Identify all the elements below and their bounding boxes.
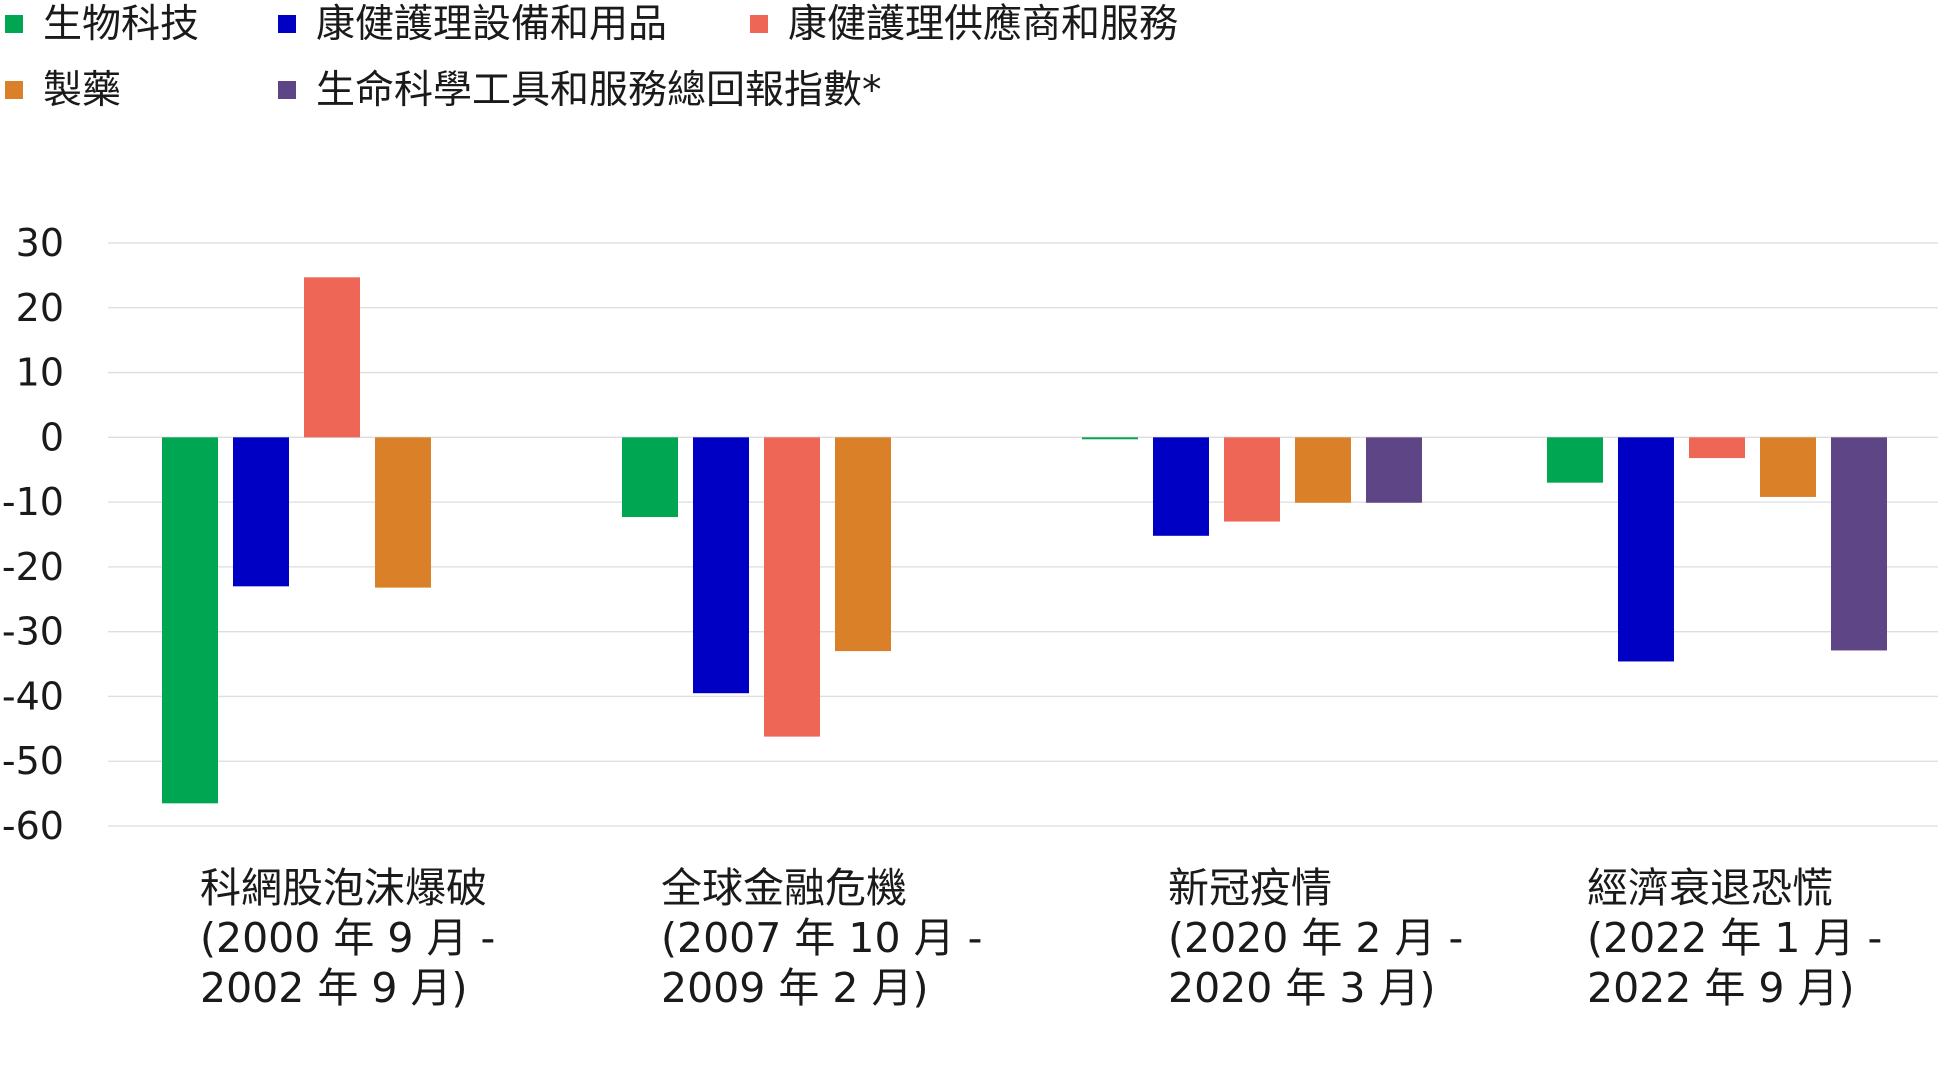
y-tick-label: 30 xyxy=(16,221,64,265)
y-tick-label: -60 xyxy=(2,804,64,848)
bar xyxy=(375,437,431,588)
bar xyxy=(1547,437,1603,483)
category-label-line: 2020 年 3 月) xyxy=(1168,964,1436,1012)
y-tick-label: -40 xyxy=(2,674,64,718)
legend-item: 生命科學工具和服務總回報指數* xyxy=(278,68,882,113)
bars xyxy=(162,277,1887,804)
y-tick-label: 10 xyxy=(16,351,64,395)
category-label-line: 經濟衰退恐慌 xyxy=(1587,864,1833,912)
y-tick-label: -20 xyxy=(2,545,64,589)
legend-swatch xyxy=(278,81,296,99)
legend-swatch xyxy=(278,15,296,33)
y-tick-label: -30 xyxy=(2,610,64,654)
bar xyxy=(1224,437,1280,522)
bar xyxy=(1831,437,1887,651)
legend-label: 生命科學工具和服務總回報指數* xyxy=(316,68,882,113)
legend-swatch xyxy=(750,15,768,33)
category-label-line: 2009 年 2 月) xyxy=(661,964,929,1012)
legend-item: 製藥 xyxy=(5,68,121,113)
bar xyxy=(1689,437,1745,459)
bar xyxy=(693,437,749,694)
y-tick-label: 20 xyxy=(16,286,64,330)
bar xyxy=(162,437,218,804)
category-label: 全球金融危機(2007 年 10 月 -2009 年 2 月) xyxy=(661,864,982,1012)
bar xyxy=(1760,437,1816,497)
legend-item: 康健護理設備和用品 xyxy=(278,2,667,47)
category-label-line: (2000 年 9 月 - xyxy=(200,914,495,962)
legend-label: 生物科技 xyxy=(43,2,199,47)
y-tick-label: -50 xyxy=(2,739,64,783)
category-label-line: 科網股泡沫爆破 xyxy=(200,864,487,912)
bar xyxy=(304,277,360,438)
category-label: 新冠疫情(2020 年 2 月 -2020 年 3 月) xyxy=(1168,864,1463,1012)
bar xyxy=(764,437,820,737)
bar xyxy=(1366,437,1422,503)
category-label-line: 全球金融危機 xyxy=(661,864,907,912)
bar xyxy=(1618,437,1674,662)
category-label: 科網股泡沫爆破(2000 年 9 月 -2002 年 9 月) xyxy=(200,864,495,1012)
legend-swatch xyxy=(5,81,23,99)
bar xyxy=(835,437,891,652)
category-label-line: (2020 年 2 月 - xyxy=(1168,914,1463,962)
legend-item: 康健護理供應商和服務 xyxy=(750,2,1178,47)
bar xyxy=(1082,437,1138,440)
y-tick-label: -10 xyxy=(2,480,64,524)
y-tick-label: 0 xyxy=(40,415,64,459)
legend-label: 康健護理設備和用品 xyxy=(316,2,667,47)
category-label-line: 2002 年 9 月) xyxy=(200,964,468,1012)
legend-swatch xyxy=(5,15,23,33)
category-label-line: 新冠疫情 xyxy=(1168,864,1332,912)
legend-item: 生物科技 xyxy=(5,2,199,47)
category-label: 經濟衰退恐慌(2022 年 1 月 -2022 年 9 月) xyxy=(1587,864,1882,1012)
category-label-line: 2022 年 9 月) xyxy=(1587,964,1855,1012)
category-label-line: (2022 年 1 月 - xyxy=(1587,914,1882,962)
y-axis-tick-labels: 30 20 10 0 -10 -20 -30 -40 -50 -60 xyxy=(2,221,64,848)
bar xyxy=(622,437,678,518)
legend-label: 製藥 xyxy=(43,68,121,113)
bar xyxy=(1295,437,1351,503)
bar xyxy=(1153,437,1209,536)
bar xyxy=(233,437,289,587)
category-labels: 科網股泡沫爆破(2000 年 9 月 -2002 年 9 月)全球金融危機(20… xyxy=(200,864,1882,1012)
category-label-line: (2007 年 10 月 - xyxy=(661,914,982,962)
legend-label: 康健護理供應商和服務 xyxy=(788,2,1178,47)
